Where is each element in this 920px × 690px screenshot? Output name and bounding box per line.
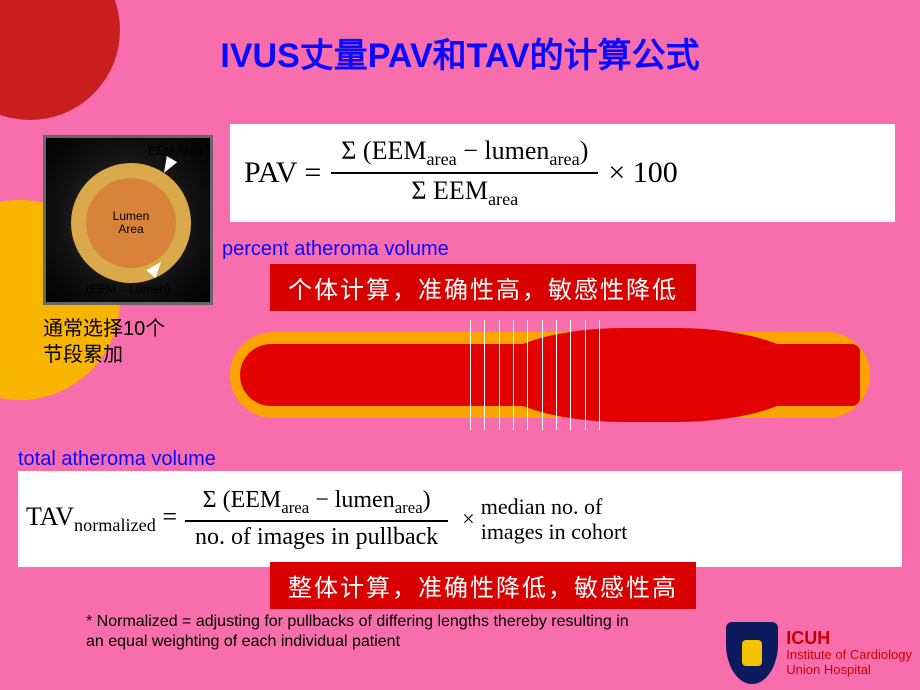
- tav-rhs-line2: images in cohort: [481, 519, 628, 544]
- logo-line1: Institute of Cardiology: [786, 648, 912, 663]
- ivus-eem-label: EEM Area: [148, 144, 202, 158]
- tav-lhs: TAVnormalized =: [26, 502, 177, 536]
- pav-label: percent atheroma volume: [222, 238, 449, 261]
- logo-acronym: ICUH: [786, 628, 912, 649]
- tav-rhs-line1: median no. of: [481, 494, 603, 519]
- logo-text: ICUH Institute of Cardiology Union Hospi…: [786, 628, 912, 679]
- pav-denominator: Σ EEMarea: [401, 174, 528, 212]
- pav-numerator: Σ (EEMarea − lumenarea): [331, 134, 598, 172]
- ivus-caption: 通常选择10个 节段累加: [43, 316, 165, 368]
- pav-lhs: PAV =: [244, 156, 331, 190]
- institution-logo-block: ICUH Institute of Cardiology Union Hospi…: [726, 622, 912, 684]
- tav-note-redbox: 整体计算，准确性降低，敏感性高: [270, 562, 696, 609]
- pav-fraction: Σ (EEMarea − lumenarea) Σ EEMarea: [331, 134, 598, 212]
- logo-line2: Union Hospital: [786, 663, 912, 678]
- tav-rhs: median no. of images in cohort: [481, 494, 628, 545]
- page-title: IVUS丈量PAV和TAV的计算公式: [0, 28, 920, 77]
- ivus-lumen-label: Lumen Area: [113, 210, 150, 236]
- tav-fraction: Σ (EEMarea − lumenarea) no. of images in…: [185, 485, 448, 553]
- pav-tail: × 100: [598, 156, 677, 190]
- shield-icon: [726, 622, 778, 684]
- tav-denominator: no. of images in pullback: [185, 522, 448, 553]
- ivus-diff-label: (EEM – Lumen): [46, 282, 210, 296]
- ivus-cross-section-diagram: Lumen Area EEM Area (EEM – Lumen): [43, 135, 213, 305]
- tav-numerator: Σ (EEMarea − lumenarea): [193, 485, 441, 520]
- tav-label: total atheroma volume: [18, 448, 216, 471]
- tav-formula-box: TAVnormalized = Σ (EEMarea − lumenarea) …: [18, 471, 902, 567]
- tav-times: ×: [456, 506, 480, 532]
- footnote: * Normalized = adjusting for pullbacks o…: [86, 612, 646, 652]
- pav-formula-box: PAV = Σ (EEMarea − lumenarea) Σ EEMarea …: [230, 124, 895, 222]
- vessel-diagram: [230, 320, 870, 430]
- ivus-lumen-ring: Lumen Area: [86, 178, 176, 268]
- vessel-segment-lines: [470, 320, 600, 430]
- pav-note-redbox: 个体计算，准确性高，敏感性降低: [270, 264, 696, 311]
